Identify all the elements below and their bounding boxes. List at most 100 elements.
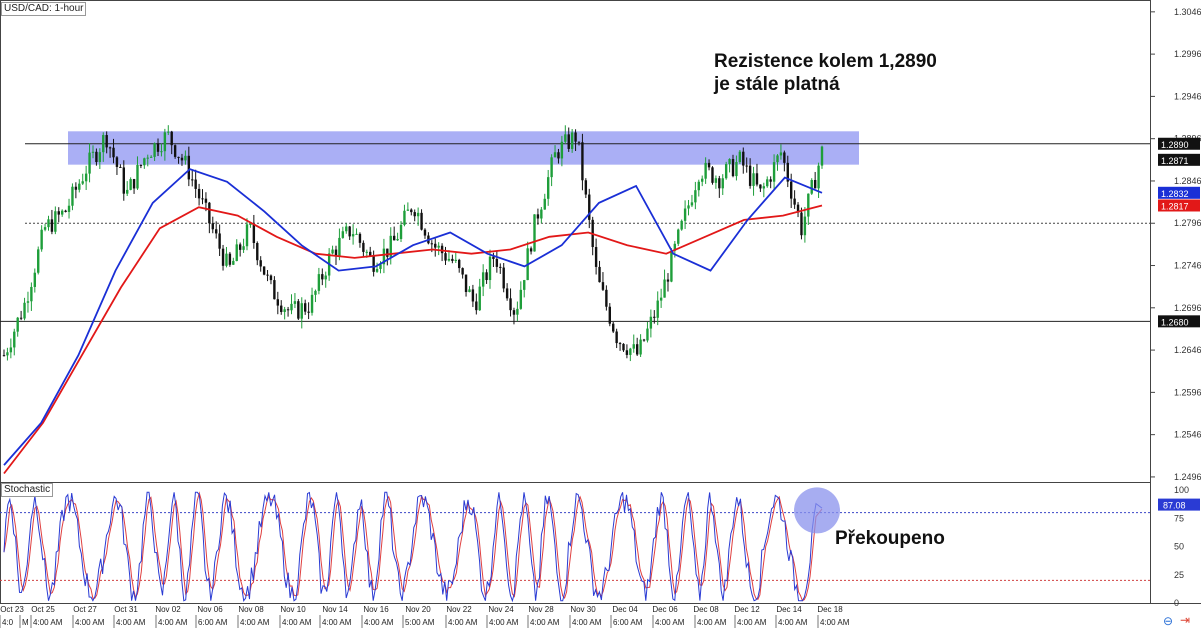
candle-body — [420, 212, 423, 230]
candle-body — [673, 243, 677, 251]
candle-body — [810, 179, 813, 194]
candle-body — [499, 266, 502, 268]
candle-body — [146, 157, 149, 159]
candle-body — [588, 194, 591, 220]
x-time-label: 4:00 AM — [820, 618, 850, 627]
candle-body — [564, 134, 567, 142]
candle-body — [649, 316, 653, 329]
candle-body — [557, 152, 560, 159]
candle-body — [574, 132, 577, 142]
x-date-label: Nov 02 — [155, 605, 181, 614]
candle-body — [232, 260, 235, 265]
candle-body — [228, 253, 232, 265]
candle-body — [64, 210, 67, 212]
candle-body — [533, 214, 536, 252]
x-date-label: Dec 18 — [817, 605, 843, 614]
candle-body — [249, 224, 252, 226]
candle-body — [208, 202, 211, 224]
candle-body — [102, 135, 105, 153]
x-time-label: 6:00 AM — [613, 618, 643, 627]
candle-body — [6, 352, 9, 356]
stoch-tick-label: 25 — [1174, 570, 1184, 580]
x-time-label: 6:00 AM — [198, 618, 228, 627]
candle-body — [358, 233, 362, 243]
candle-body — [440, 245, 444, 254]
price-tag-box — [1158, 137, 1200, 150]
x-date-label: Oct 23 — [0, 605, 24, 614]
candle-body — [653, 316, 656, 318]
candle-body — [796, 204, 800, 213]
candle-body — [382, 248, 386, 265]
candle-body — [803, 216, 807, 236]
candle-body — [625, 350, 629, 355]
candle-body — [43, 227, 47, 230]
candle-body — [742, 151, 745, 166]
candle-body — [711, 167, 714, 183]
x-date-label: Dec 06 — [652, 605, 678, 614]
link-icon[interactable]: ⊖ — [1163, 614, 1174, 628]
candle-body — [221, 248, 225, 266]
x-date-label: Nov 14 — [322, 605, 348, 614]
candle-body — [112, 147, 115, 158]
candle-body — [779, 152, 783, 156]
candle-body — [475, 301, 478, 311]
candle-body — [458, 259, 461, 269]
scroll-to-end-icon[interactable]: ⇥ — [1180, 613, 1191, 627]
candle-body — [694, 190, 697, 203]
x-time-label: 5:00 AM — [405, 618, 435, 627]
candle-body — [262, 266, 266, 275]
x-date-label: Nov 24 — [488, 605, 514, 614]
candle-body — [194, 179, 197, 189]
stoch-tick-label: 75 — [1174, 513, 1184, 523]
x-time-label: 4:00 AM — [655, 618, 685, 627]
stoch-tick-label: 100 — [1174, 485, 1189, 495]
candle-body — [105, 135, 108, 148]
candle-body — [115, 157, 119, 167]
candle-body — [143, 158, 146, 166]
candle-body — [813, 179, 817, 189]
symbol-label: USD/CAD: 1-hour — [1, 2, 87, 16]
stoch-value-label: 87.08 — [1163, 501, 1186, 511]
y-tick-label: 1.2646 — [1174, 345, 1201, 355]
candle-body — [280, 305, 283, 312]
candle-body — [403, 210, 406, 225]
candle-body — [454, 259, 457, 261]
candle-body — [67, 205, 71, 212]
price-tag-label: 1.2817 — [1161, 201, 1189, 211]
x-date-label: Nov 06 — [197, 605, 223, 614]
price-tag-box — [1158, 315, 1200, 328]
candle-body — [560, 141, 564, 159]
resistance-zone — [68, 131, 859, 165]
candle-body — [495, 258, 499, 267]
candle-body — [317, 274, 321, 291]
y-tick-label: 1.2696 — [1174, 303, 1201, 313]
y-tick-label: 1.2796 — [1174, 218, 1201, 228]
candle-body — [19, 317, 23, 319]
candle-body — [745, 165, 748, 167]
candle-body — [300, 303, 303, 319]
x-time-label: 4:00 AM — [778, 618, 808, 627]
candle-body — [629, 348, 632, 355]
candle-body — [81, 181, 84, 184]
candle-body — [762, 186, 766, 189]
candle-body — [324, 275, 327, 280]
candle-body — [639, 339, 642, 355]
candle-body — [464, 274, 468, 293]
x-date-label: Dec 14 — [776, 605, 802, 614]
candle-body — [341, 231, 345, 238]
candle-body — [238, 244, 242, 250]
x-time-label: 4:0 — [2, 618, 14, 627]
price-tag-label: 1.2680 — [1161, 317, 1189, 327]
stochastic-label: Stochastic — [1, 483, 54, 497]
candle-body — [543, 198, 546, 210]
candle-body — [659, 297, 663, 301]
candle-body — [807, 193, 810, 217]
candle-body — [738, 151, 742, 163]
candle-body — [635, 344, 639, 355]
candle-body — [211, 223, 214, 230]
candle-body — [170, 131, 173, 146]
candle-body — [485, 272, 488, 281]
x-date-label: Oct 25 — [31, 605, 55, 614]
y-tick-label: 1.2496 — [1174, 472, 1201, 482]
